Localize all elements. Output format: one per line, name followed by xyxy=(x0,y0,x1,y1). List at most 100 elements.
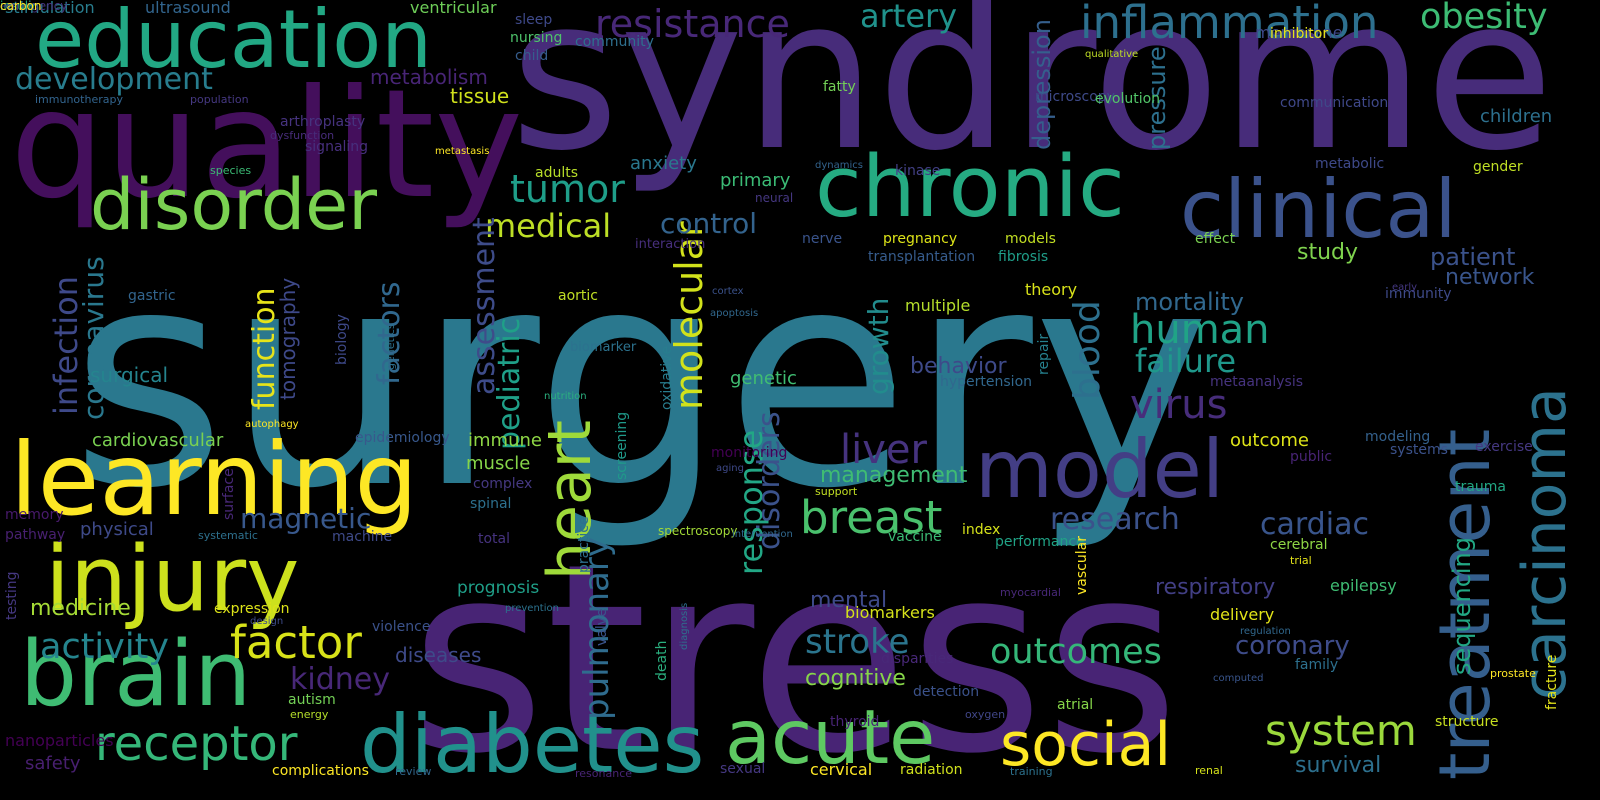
word-muscle: muscle xyxy=(466,453,531,474)
word-vascular: vascular xyxy=(1074,536,1090,595)
word-virus: virus xyxy=(1130,382,1228,428)
word-transplantation: transplantation xyxy=(868,249,976,265)
word-kidney: kidney xyxy=(290,662,390,697)
word-expression: expression xyxy=(214,601,290,617)
word-surgical: surgical xyxy=(90,363,169,387)
word-trauma: trauma xyxy=(1455,479,1506,495)
word-patient: patient xyxy=(1430,243,1516,271)
word-biology: biology xyxy=(334,314,350,365)
word-resonance: resonance xyxy=(575,767,633,780)
word-computed: computed xyxy=(1213,673,1264,684)
word-nutrition: nutrition xyxy=(544,391,587,402)
word-stroke: stroke xyxy=(805,622,910,662)
word-systematic: systematic xyxy=(198,529,258,542)
word-depression: depression xyxy=(1028,19,1056,150)
word-microscopy: microscopy xyxy=(1035,89,1115,105)
word-magnetic: magnetic xyxy=(240,502,372,535)
word-thyroid: thyroid xyxy=(830,714,880,730)
word-myocardial: myocardial xyxy=(1000,586,1061,599)
word-safety: safety xyxy=(25,753,81,774)
word-liver: liver xyxy=(840,427,927,473)
word-early: early xyxy=(1392,282,1418,293)
word-metaanalysis: metaanalysis xyxy=(1210,374,1304,390)
word-fibrosis: fibrosis xyxy=(998,249,1049,265)
word-medicine: medicine xyxy=(30,596,131,621)
word-theory: theory xyxy=(1025,280,1078,299)
word-clinical: clinical xyxy=(1180,163,1457,256)
word-signaling: signaling xyxy=(305,139,369,155)
word-surgery: surgery xyxy=(70,205,1211,554)
word-evolution: evolution xyxy=(1095,91,1161,107)
word-screening: screening xyxy=(614,411,630,480)
word-gender: gender xyxy=(1473,159,1523,175)
word-gastric: gastric xyxy=(128,288,176,304)
word-factor: factor xyxy=(230,616,362,669)
word-memory: memory xyxy=(5,507,64,523)
word-spectroscopy: spectroscopy xyxy=(658,524,738,538)
word-autophagy: autophagy xyxy=(245,419,299,430)
word-models: models xyxy=(1005,231,1056,247)
word-tomography: tomography xyxy=(276,277,300,400)
word-diseases: diseases xyxy=(395,643,482,667)
word-public: public xyxy=(1290,449,1333,465)
word-vaccine: vaccine xyxy=(888,529,942,545)
word-breast: breast xyxy=(800,491,943,544)
word-stress: stress xyxy=(410,509,1180,800)
word-resistance: resistance xyxy=(595,2,790,46)
word-cervical: cervical xyxy=(810,760,873,779)
word-primary: primary xyxy=(720,170,791,191)
word-obesity: obesity xyxy=(1420,0,1548,37)
word-detection: detection xyxy=(913,684,980,700)
word-dysfunction: dysfunction xyxy=(270,129,335,142)
word-performance: performance xyxy=(995,534,1085,550)
word-pregnancy: pregnancy xyxy=(883,231,958,247)
word-community: community xyxy=(575,34,654,50)
word-pathway: pathway xyxy=(5,527,66,543)
word-sequencing: sequencing xyxy=(1448,537,1476,675)
word-disorder: disorder xyxy=(90,164,378,246)
word-acute: acute xyxy=(725,693,936,781)
word-radiation: radiation xyxy=(900,762,963,778)
word-exercise: exercise xyxy=(1475,439,1533,455)
word-testing: testing xyxy=(4,571,20,620)
word-repair: repair xyxy=(1036,333,1052,375)
word-tumor: tumor xyxy=(510,167,625,211)
word-network: network xyxy=(1445,265,1535,290)
word-qualitative: qualitative xyxy=(1085,49,1139,60)
word-adults: adults xyxy=(535,165,579,181)
word-diabetes: diabetes xyxy=(360,698,705,791)
word-activity: activity xyxy=(40,627,170,667)
word-support: support xyxy=(815,485,858,498)
word-stimulation: stimulation xyxy=(5,0,95,17)
word-effect: effect xyxy=(1195,231,1236,247)
word-kinase: kinase xyxy=(895,163,941,179)
word-children: children xyxy=(1480,106,1553,127)
word-dynamics: dynamics xyxy=(815,160,863,171)
word-blood: blood xyxy=(1067,300,1108,400)
word-model: model xyxy=(975,423,1225,516)
word-review: review xyxy=(395,765,432,778)
word-atrial: atrial xyxy=(1057,697,1094,713)
word-genetics: genetics xyxy=(384,323,397,370)
word-metabolism: metabolism xyxy=(370,65,488,89)
word-metabolic: metabolic xyxy=(1315,156,1385,172)
word-quality: quality xyxy=(10,58,524,232)
word-nanoparticles: nanoparticles xyxy=(5,731,114,750)
word-trial: trial xyxy=(1290,554,1312,567)
word-medical: medical xyxy=(485,207,612,245)
word-aging: aging xyxy=(716,463,744,474)
word-nerve: nerve xyxy=(802,231,843,247)
word-design: design xyxy=(250,616,284,627)
word-delivery: delivery xyxy=(1210,605,1275,624)
word-apoptosis: apoptosis xyxy=(710,308,759,319)
word-oxidative: oxidative xyxy=(659,345,675,410)
word-renal: renal xyxy=(1195,764,1223,777)
word-communication: communication xyxy=(1280,95,1389,111)
word-arthroplasty: arthroplasty xyxy=(280,114,366,130)
word-research: research xyxy=(1050,502,1180,537)
word-mortality: mortality xyxy=(1135,288,1244,316)
word-respiratory: respiratory xyxy=(1155,575,1276,600)
word-development: development xyxy=(15,62,213,97)
word-surface: surface xyxy=(221,468,237,520)
